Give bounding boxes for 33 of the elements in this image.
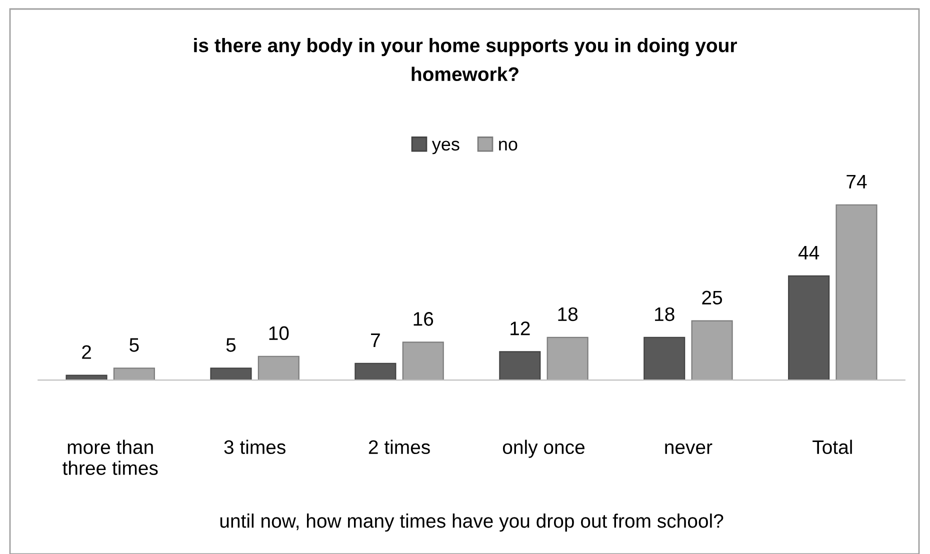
legend-label: no	[499, 140, 518, 151]
x-tick-label: 3 times	[224, 440, 286, 454]
bar	[499, 351, 541, 380]
data-label: 5	[226, 338, 236, 352]
x-tick-label: more than three times	[62, 440, 158, 475]
data-label: 5	[130, 338, 139, 352]
data-label: 18	[655, 307, 674, 322]
bar	[836, 204, 878, 380]
x-tick-label: never	[665, 443, 712, 454]
bar	[354, 362, 396, 380]
bar	[546, 336, 588, 380]
bar	[210, 368, 252, 380]
bar	[644, 336, 686, 380]
data-label: 18	[558, 307, 578, 322]
chart-title: is there any body in your home supports you in doing your homework?	[194, 38, 737, 82]
data-label: 74	[846, 174, 867, 188]
legend-label: yes	[432, 140, 460, 154]
x-axis-title: until now, how many times have you drop out from school?	[220, 514, 724, 532]
data-label: 16	[414, 312, 434, 326]
x-tick-label: Total	[812, 440, 852, 454]
bar	[788, 275, 830, 380]
x-tick-label: 2 times	[368, 440, 430, 454]
data-label: 7	[371, 334, 380, 347]
data-label: 2	[82, 345, 91, 359]
bar	[402, 342, 444, 380]
bar	[691, 320, 733, 380]
data-label: 12	[510, 322, 530, 336]
data-label: 10	[269, 326, 289, 340]
x-tick-label: only once	[502, 440, 584, 458]
bar	[113, 368, 155, 380]
data-label: 25	[702, 290, 722, 305]
data-label: 44	[798, 246, 820, 260]
bar	[258, 356, 300, 380]
